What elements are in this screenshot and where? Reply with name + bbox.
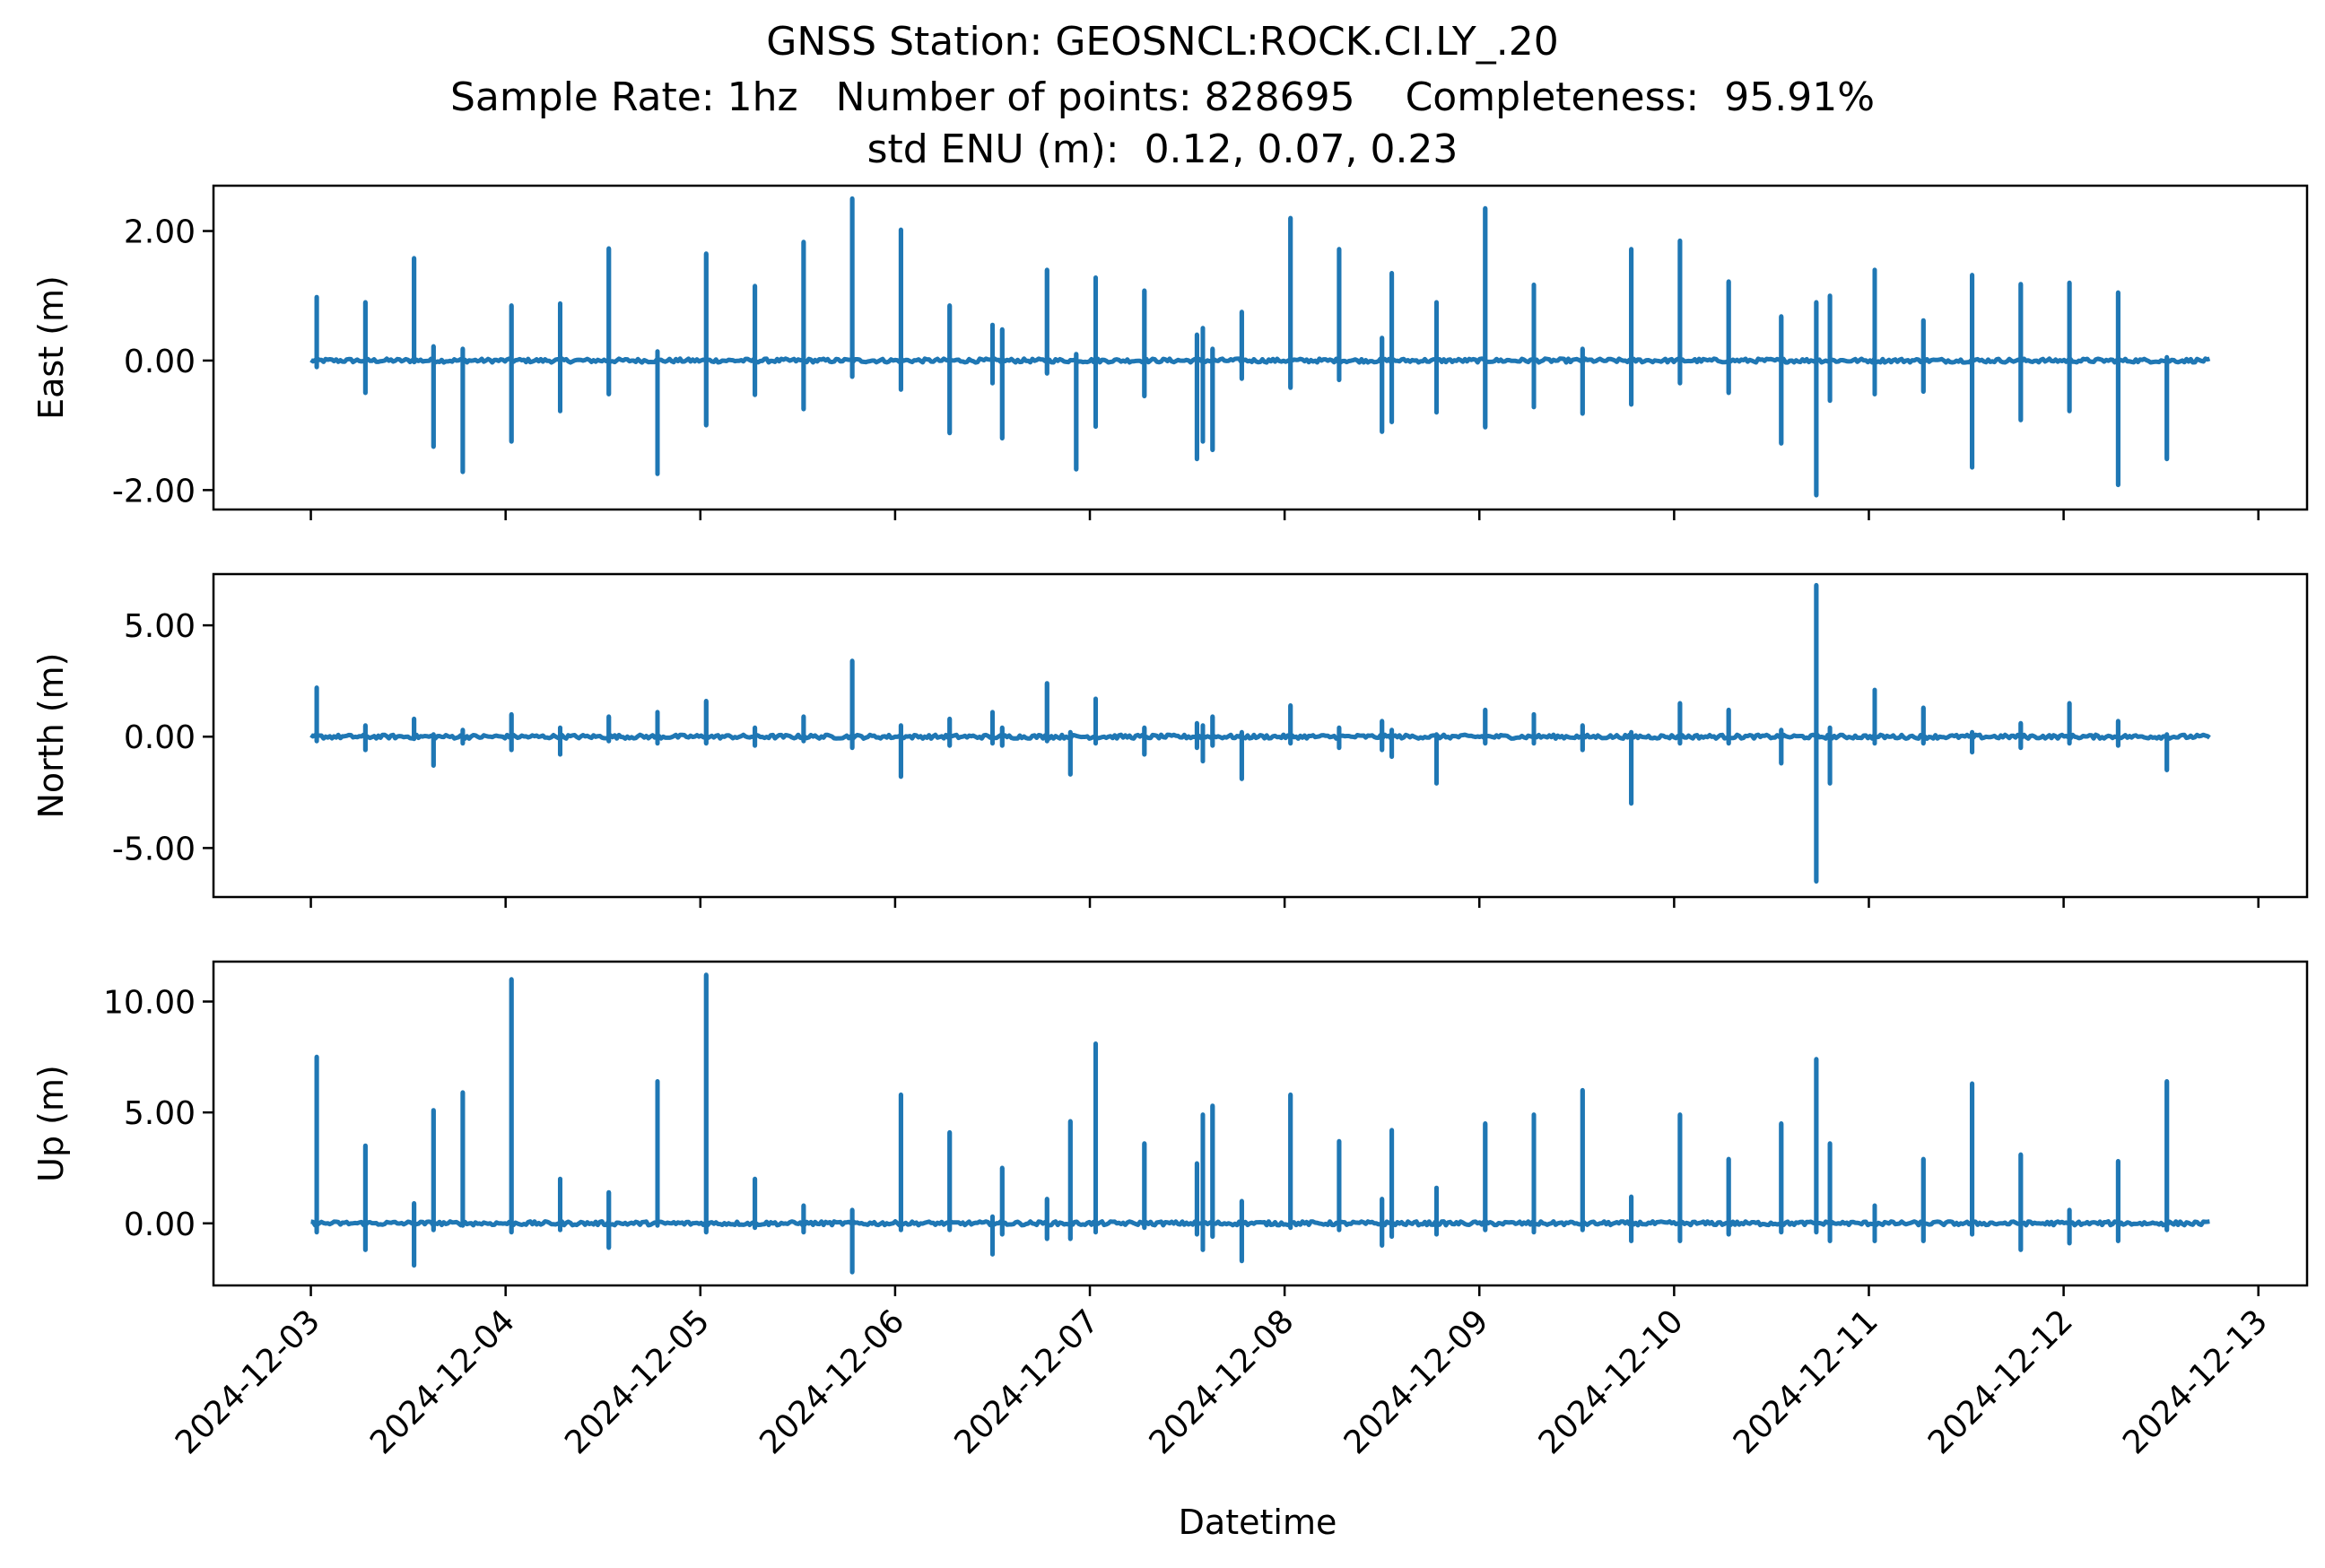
y-tick-label-0-0: 2.00 <box>124 214 196 251</box>
chart-title-line-2: Sample Rate: 1hz Number of points: 82869… <box>449 74 1876 120</box>
y-tick-label-1-1: 0.00 <box>124 719 196 756</box>
x-tick-label-0: 2024-12-03 <box>169 1302 327 1461</box>
x-tick-label-8: 2024-12-11 <box>1727 1302 1885 1461</box>
x-tick-label-10: 2024-12-13 <box>2116 1302 2275 1461</box>
y-tick-label-1-2: -5.00 <box>112 831 196 867</box>
x-tick-label-3: 2024-12-06 <box>753 1302 911 1461</box>
x-tick-label-9: 2024-12-12 <box>1921 1302 2080 1461</box>
x-tick-label-5: 2024-12-08 <box>1143 1302 1302 1461</box>
y-tick-label-2-2: 0.00 <box>124 1206 196 1243</box>
chart-title-line-3: std ENU (m): 0.12, 0.07, 0.23 <box>866 126 1459 172</box>
y-tick-label-0-1: 0.00 <box>124 344 196 380</box>
x-axis-label: Datetime <box>1179 1503 1337 1542</box>
axes-frame-0 <box>212 184 2309 511</box>
y-axis-label-0: East (m) <box>31 275 71 420</box>
panel-0: 2.00 0.00 -2.00 East (m) <box>31 184 2309 520</box>
y-tick-label-1-0: 5.00 <box>124 608 196 645</box>
panel-1: 5.00 0.00 -5.00 North (m) <box>31 572 2309 908</box>
y-axis-label-1: North (m) <box>31 652 71 818</box>
y-tick-label-2-0: 10.00 <box>103 985 196 1022</box>
y-tick-label-0-2: -2.00 <box>112 473 196 510</box>
y-tick-label-2-1: 5.00 <box>124 1095 196 1132</box>
x-tick-label-4: 2024-12-07 <box>947 1302 1106 1461</box>
x-tick-label-6: 2024-12-09 <box>1337 1302 1496 1461</box>
chart-title-line-1: GNSS Station: GEOSNCL:ROCK.CI.LY_.20 <box>766 19 1559 65</box>
x-tick-label-1: 2024-12-04 <box>363 1302 522 1461</box>
y-axis-label-2: Up (m) <box>31 1065 71 1182</box>
axes-frame-2 <box>212 960 2309 1287</box>
x-tick-label-2: 2024-12-05 <box>558 1302 717 1461</box>
x-tick-label-7: 2024-12-10 <box>1532 1302 1691 1461</box>
panel-2: 10.00 5.00 0.00 Up (m) <box>31 960 2309 1296</box>
